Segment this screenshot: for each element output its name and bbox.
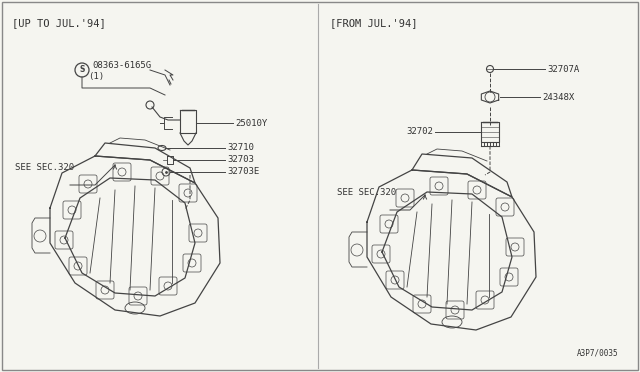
Text: SEE SEC.320: SEE SEC.320 (337, 188, 396, 197)
Text: 32710: 32710 (227, 144, 254, 153)
Text: 25010Y: 25010Y (235, 119, 268, 128)
Text: [FROM JUL.'94]: [FROM JUL.'94] (330, 18, 417, 28)
Text: 32702: 32702 (406, 128, 433, 137)
Text: 32703: 32703 (227, 155, 254, 164)
Text: 32703E: 32703E (227, 167, 259, 176)
Text: [UP TO JUL.'94]: [UP TO JUL.'94] (12, 18, 106, 28)
Text: 32707A: 32707A (547, 64, 579, 74)
Text: A3P7/0035: A3P7/0035 (577, 349, 618, 358)
Text: S: S (79, 65, 84, 74)
Text: (1): (1) (88, 72, 104, 81)
Text: 24348X: 24348X (542, 93, 574, 102)
Text: SEE SEC.320: SEE SEC.320 (15, 163, 74, 172)
Text: 08363-6165G: 08363-6165G (92, 61, 151, 70)
